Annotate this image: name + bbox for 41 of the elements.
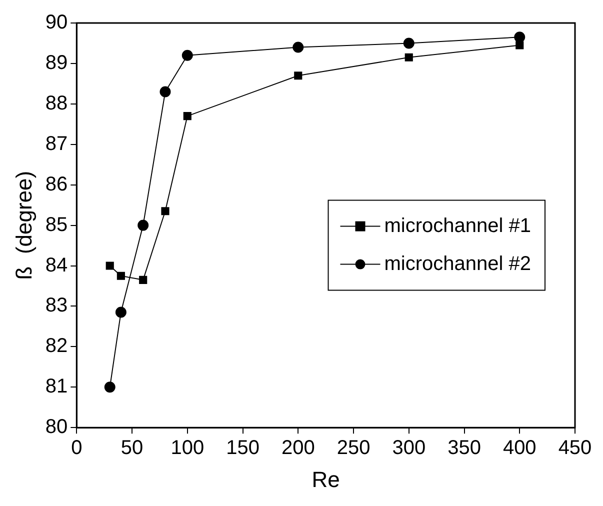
y-tick-label: 86 [45,173,68,196]
point [116,272,125,280]
x-tick-label: 50 [120,437,144,460]
point [292,42,304,53]
x-tick-label: 250 [336,437,370,460]
x-tick-label: 400 [502,437,536,460]
x-tick-label: 450 [558,437,592,460]
point [516,41,524,50]
y-tick-label: 87 [45,132,68,155]
y-tick-label: 89 [45,52,68,74]
x-axis-title: Re [312,466,340,492]
legend-label: microchannel #1 [384,214,531,237]
legend-label: microchannel #2 [384,252,531,275]
point [138,220,149,231]
y-tick-label: 80 [45,416,68,438]
y-axis-title: ß (degree) [11,170,36,280]
y-tick-label: 81 [45,376,68,398]
x-tick-label: 150 [226,437,260,460]
x-tick-label: 100 [170,437,204,460]
point [106,262,114,270]
point [294,72,302,80]
point [104,382,116,393]
y-tick-label: 88 [45,92,68,114]
x-tick-label: 200 [281,437,315,460]
point [139,276,148,284]
point [115,306,126,318]
y-tick-label: 82 [45,335,68,358]
point [182,50,193,61]
y-tick-label: 90 [45,12,68,34]
y-tick-label: 84 [45,254,68,276]
point [404,53,413,62]
x-tick-label: 350 [448,437,481,460]
point [160,86,171,98]
point [403,38,414,49]
point [514,32,526,43]
y-tick-label: 83 [45,294,68,317]
point [161,207,170,216]
y-tick-label: 85 [45,214,68,236]
point [183,112,192,120]
x-tick-label: 0 [71,437,82,460]
x-tick-label: 300 [392,437,426,460]
